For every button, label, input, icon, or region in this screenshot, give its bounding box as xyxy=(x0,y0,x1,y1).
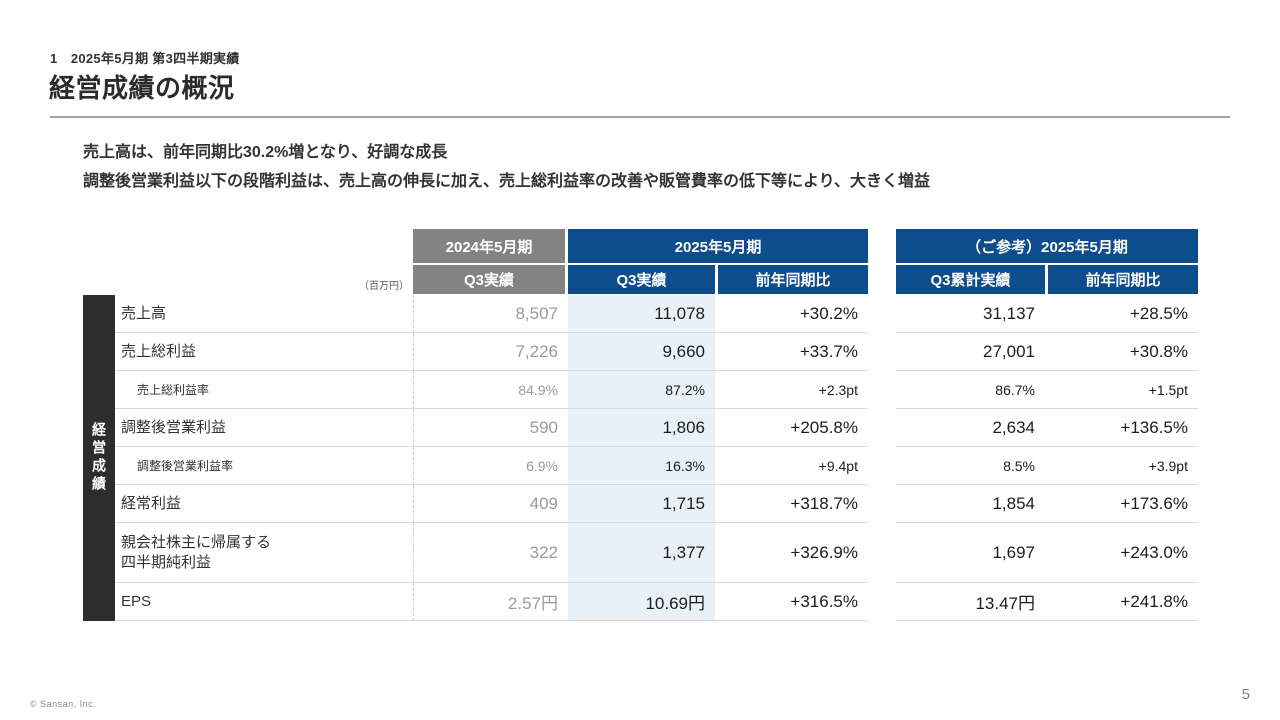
value-2025-yoy: +326.9% xyxy=(715,523,868,583)
value-2025-q3: 9,660 xyxy=(568,333,715,371)
value-2025-q3: 16.3% xyxy=(568,447,715,485)
table-body: 経営成績 売上高 8,507 11,078 +30.2% 31,137 +28.… xyxy=(83,295,1199,621)
value-cum-yoy: +1.5pt xyxy=(1045,371,1198,409)
row-label: 売上高 xyxy=(115,295,413,333)
row-label: 経常利益 xyxy=(115,485,413,523)
row-label: EPS xyxy=(115,583,413,621)
value-2025-yoy: +9.4pt xyxy=(715,447,868,485)
table-gap xyxy=(868,583,896,621)
table-row: EPS 2.57円 10.69円 +316.5% 13.47円 +241.8% xyxy=(115,583,1198,621)
value-2024-q3: 322 xyxy=(413,523,568,583)
value-2024-q3: 8,507 xyxy=(413,295,568,333)
row-label: 調整後営業利益 xyxy=(115,409,413,447)
copyright: © Sansan, Inc. xyxy=(30,699,97,709)
value-2024-q3: 409 xyxy=(413,485,568,523)
summary-line: 調整後営業利益以下の段階利益は、売上高の伸長に加え、売上総利益率の改善や販管費率… xyxy=(83,173,931,190)
col-header-cum-q3: Q3累計実績 xyxy=(896,265,1045,294)
value-2025-q3: 1,715 xyxy=(568,485,715,523)
value-2024-q3: 7,226 xyxy=(413,333,568,371)
value-2024-q3: 84.9% xyxy=(413,371,568,409)
table-row: 売上高 8,507 11,078 +30.2% 31,137 +28.5% xyxy=(115,295,1198,333)
value-2025-yoy: +30.2% xyxy=(715,295,868,333)
row-label: 親会社株主に帰属する 四半期純利益 xyxy=(115,523,413,583)
value-cum-q3: 27,001 xyxy=(896,333,1045,371)
summary-bullets: 売上高は、前年同期比30.2%増となり、好調な成長 調整後営業利益以下の段階利益… xyxy=(83,138,1203,196)
row-label: 売上総利益 xyxy=(115,333,413,371)
side-category-label: 経営成績 xyxy=(91,422,107,494)
value-cum-q3: 86.7% xyxy=(896,371,1045,409)
value-2025-yoy: +2.3pt xyxy=(715,371,868,409)
unit-note: （百万円） xyxy=(359,281,409,292)
value-2025-q3: 1,806 xyxy=(568,409,715,447)
value-2025-q3: 87.2% xyxy=(568,371,715,409)
row-label: 売上総利益率 xyxy=(115,371,413,409)
table-gap xyxy=(868,485,896,523)
value-2025-yoy: +33.7% xyxy=(715,333,868,371)
value-2025-q3: 11,078 xyxy=(568,295,715,333)
table-row: 調整後営業利益 590 1,806 +205.8% 2,634 +136.5% xyxy=(115,409,1198,447)
value-2024-q3: 2.57円 xyxy=(413,583,568,621)
table-header-columns: Q3実績 Q3実績 前年同期比 Q3累計実績 前年同期比 xyxy=(83,265,1199,294)
value-2025-yoy: +316.5% xyxy=(715,583,868,621)
colgroup-fy2024: 2024年5月期 xyxy=(413,229,565,263)
table-gap xyxy=(868,523,896,583)
value-2024-q3: 590 xyxy=(413,409,568,447)
table-gap xyxy=(868,371,896,409)
col-header-cum-yoy: 前年同期比 xyxy=(1048,265,1198,294)
value-cum-yoy: +136.5% xyxy=(1045,409,1198,447)
value-cum-yoy: +3.9pt xyxy=(1045,447,1198,485)
title-divider xyxy=(50,116,1230,118)
table-gap xyxy=(868,333,896,371)
value-cum-yoy: +28.5% xyxy=(1045,295,1198,333)
value-cum-yoy: +243.0% xyxy=(1045,523,1198,583)
table-row: 売上総利益 7,226 9,660 +33.7% 27,001 +30.8% xyxy=(115,333,1198,371)
value-cum-yoy: +241.8% xyxy=(1045,583,1198,621)
value-cum-q3: 2,634 xyxy=(896,409,1045,447)
colgroup-fy2025: 2025年5月期 xyxy=(568,229,868,263)
table-gap xyxy=(868,295,896,333)
row-label: 調整後営業利益率 xyxy=(115,447,413,485)
header-spacer xyxy=(83,229,413,263)
value-2025-yoy: +205.8% xyxy=(715,409,868,447)
value-cum-q3: 13.47円 xyxy=(896,583,1045,621)
table-row: 親会社株主に帰属する 四半期純利益 322 1,377 +326.9% 1,69… xyxy=(115,523,1198,583)
value-cum-q3: 1,854 xyxy=(896,485,1045,523)
value-cum-q3: 1,697 xyxy=(896,523,1045,583)
value-cum-yoy: +173.6% xyxy=(1045,485,1198,523)
table-row: 経常利益 409 1,715 +318.7% 1,854 +173.6% xyxy=(115,485,1198,523)
colgroup-fy2025-reference: （ご参考）2025年5月期 xyxy=(896,229,1198,263)
table-gap xyxy=(868,409,896,447)
summary-line: 売上高は、前年同期比30.2%増となり、好調な成長 xyxy=(83,144,448,161)
table-row-ratio: 売上総利益率 84.9% 87.2% +2.3pt 86.7% +1.5pt xyxy=(115,371,1198,409)
results-table: （百万円） 2024年5月期 2025年5月期 （ご参考）2025年5月期 Q3… xyxy=(83,229,1199,621)
page-title: 経営成績の概況 xyxy=(49,73,235,103)
value-2025-q3: 1,377 xyxy=(568,523,715,583)
page-number: 5 xyxy=(1241,686,1250,703)
value-2024-q3: 6.9% xyxy=(413,447,568,485)
col-header-2024-q3: Q3実績 xyxy=(413,265,565,294)
value-cum-q3: 8.5% xyxy=(896,447,1045,485)
table-header-groups: 2024年5月期 2025年5月期 （ご参考）2025年5月期 xyxy=(83,229,1199,263)
table-row-ratio: 調整後営業利益率 6.9% 16.3% +9.4pt 8.5% +3.9pt xyxy=(115,447,1198,485)
value-cum-yoy: +30.8% xyxy=(1045,333,1198,371)
value-cum-q3: 31,137 xyxy=(896,295,1045,333)
side-category-bar: 経営成績 xyxy=(83,295,115,621)
table-gap xyxy=(868,447,896,485)
value-2025-yoy: +318.7% xyxy=(715,485,868,523)
col-header-2025-q3: Q3実績 xyxy=(568,265,715,294)
section-kicker: 1 2025年5月期 第3四半期実績 xyxy=(50,51,240,66)
col-header-2025-yoy: 前年同期比 xyxy=(718,265,868,294)
value-2025-q3: 10.69円 xyxy=(568,583,715,621)
